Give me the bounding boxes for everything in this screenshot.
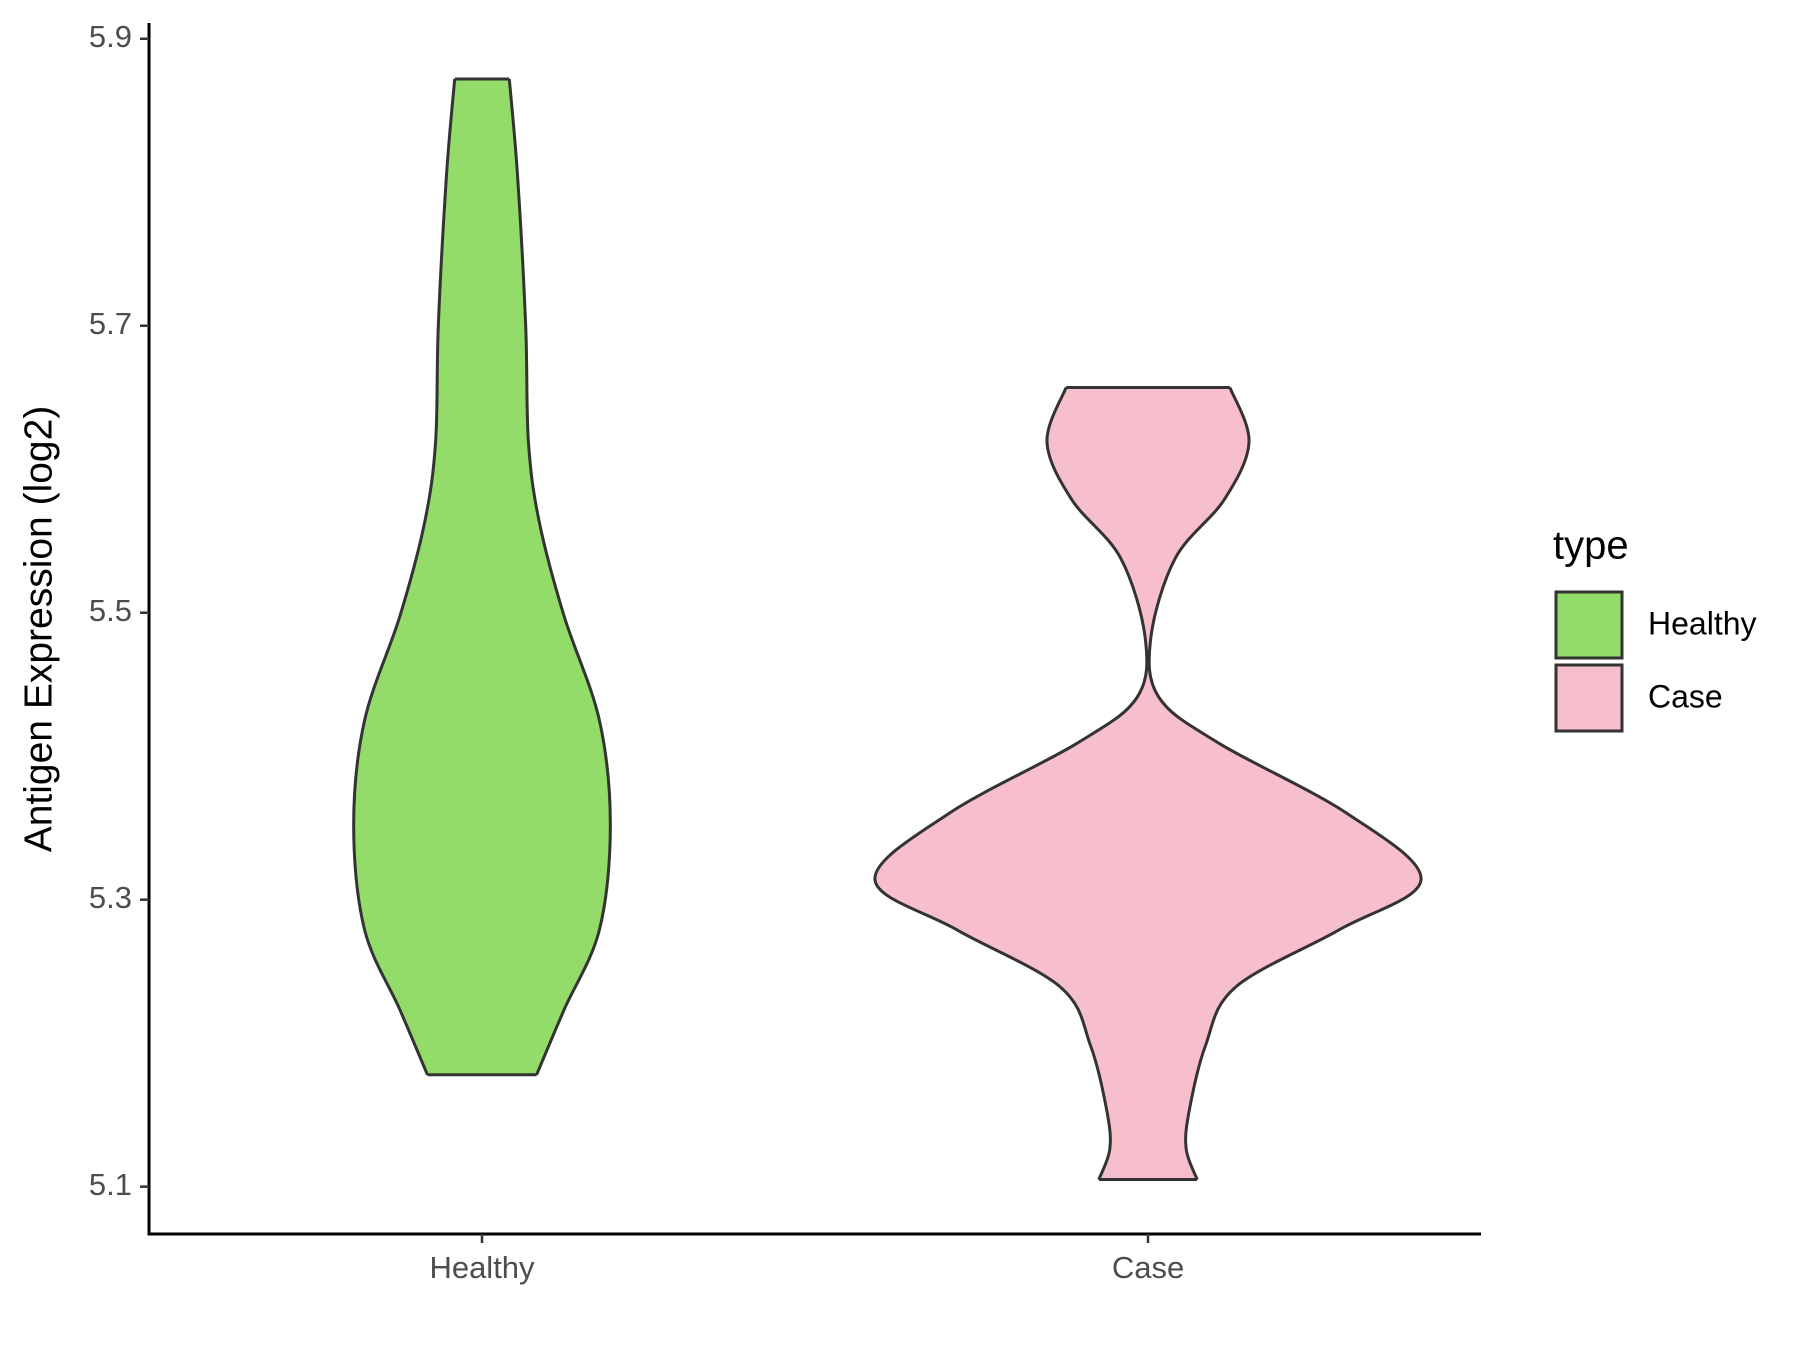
- legend-label: Healthy: [1648, 605, 1757, 641]
- violin-body: [874, 387, 1422, 1180]
- legend-key: [1554, 663, 1624, 733]
- y-tick-label: 5.9: [89, 19, 132, 54]
- violin-body: [353, 78, 611, 1075]
- legend-title: type: [1553, 524, 1629, 568]
- violin-edge: [507, 78, 612, 1076]
- y-tick-label: 5.5: [89, 593, 132, 628]
- violin-edge: [873, 386, 1149, 1181]
- legend-label: Case: [1648, 678, 1723, 714]
- violin-edge: [352, 78, 457, 1076]
- x-tick-label: Healthy: [429, 1250, 535, 1285]
- x-tick-label: Case: [1112, 1250, 1184, 1285]
- legend-key: [1554, 590, 1624, 660]
- violin-edge: [1147, 386, 1423, 1181]
- y-tick-label: 5.7: [89, 306, 132, 341]
- y-tick-label: 5.3: [89, 880, 132, 915]
- y-tick-label: 5.1: [89, 1167, 132, 1202]
- y-axis-title: Antigen Expression (log2): [17, 406, 60, 853]
